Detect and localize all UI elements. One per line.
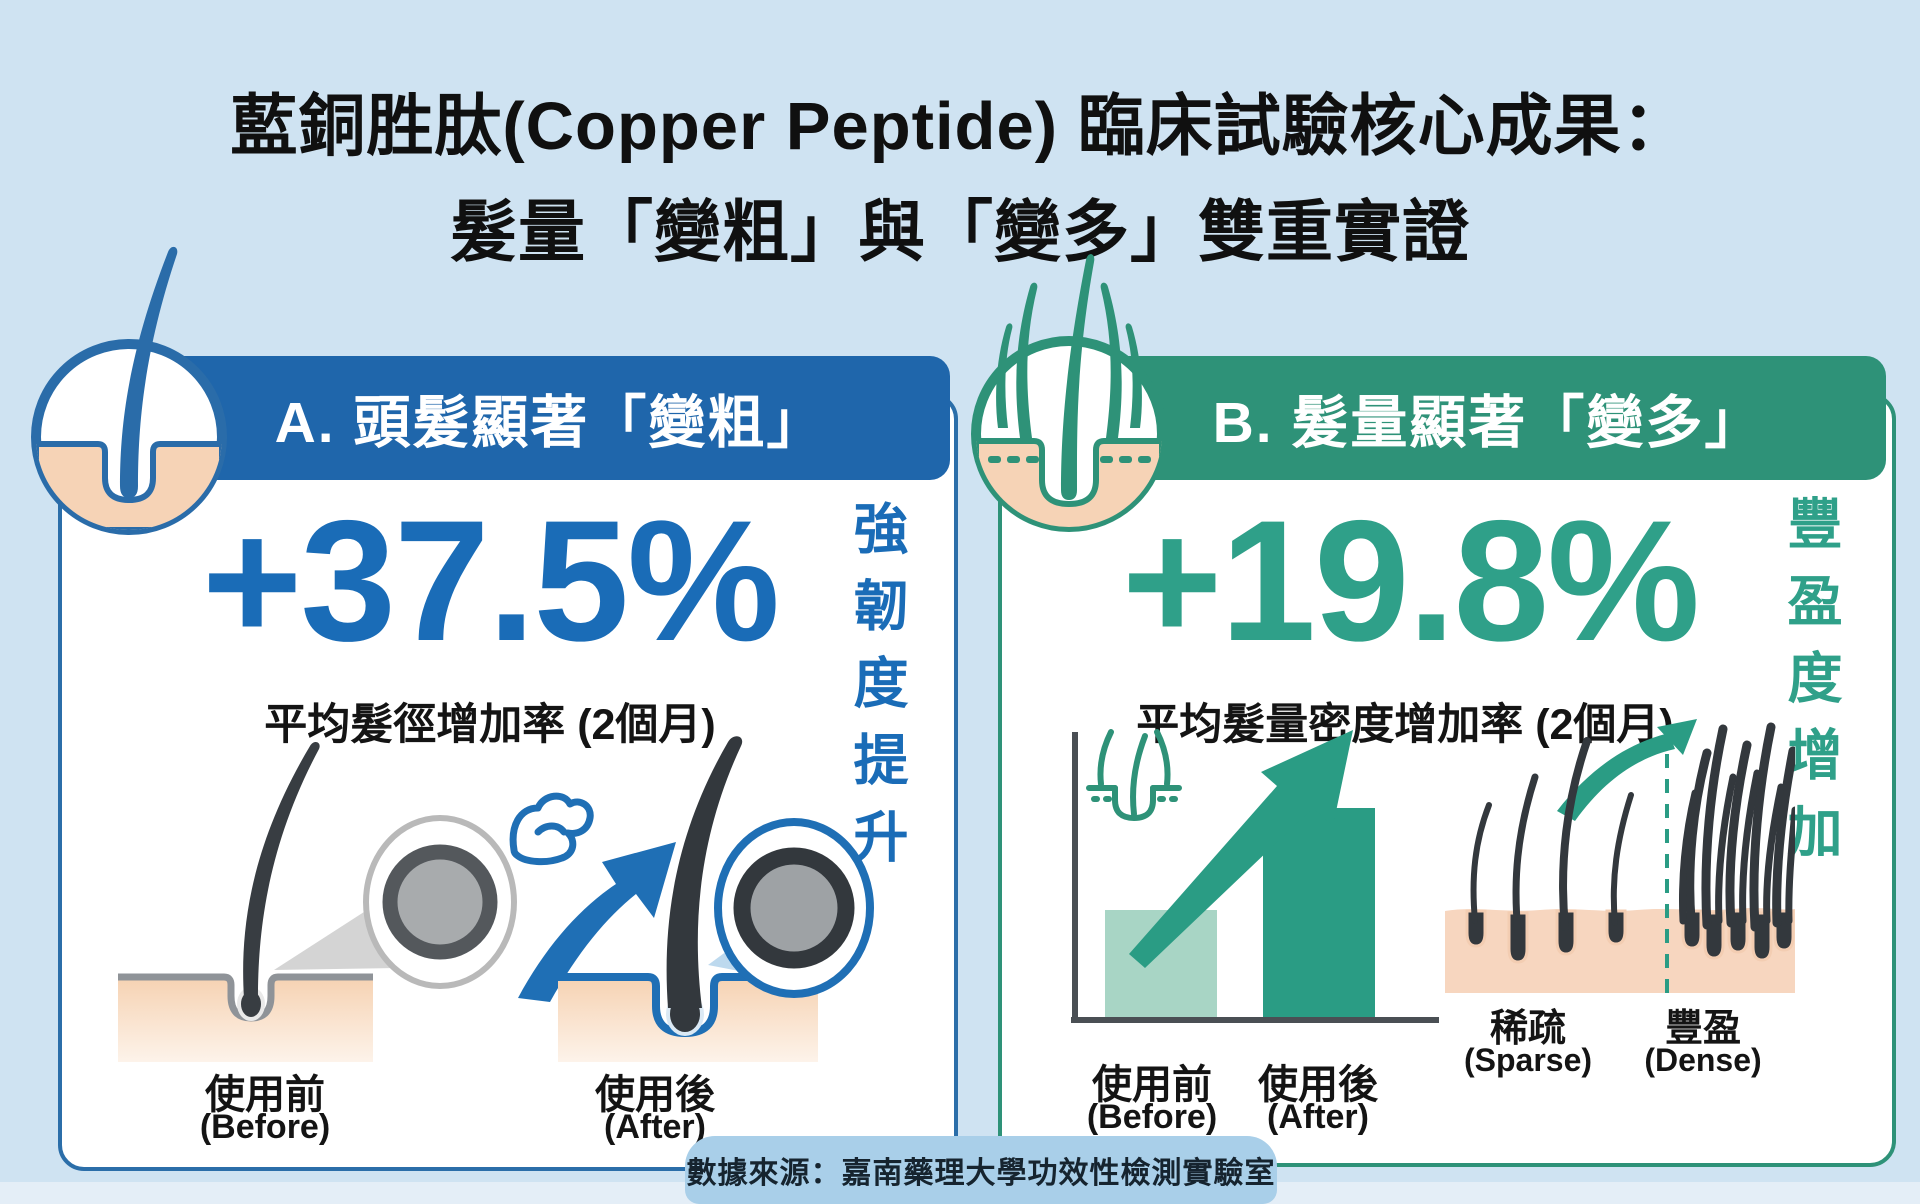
data-source-pill: 數據來源：嘉南藥理大學功效性檢測實驗室 bbox=[685, 1136, 1277, 1204]
sparse-dense-illustration bbox=[1445, 715, 1795, 1015]
panel-a-after-sublabel: (After) bbox=[604, 1108, 706, 1146]
panel-b-bar-after-label: 使用後 bbox=[1258, 1063, 1378, 1107]
panel-b-side-text: 豐盈度增加 bbox=[1779, 495, 1841, 880]
bar-after bbox=[1263, 808, 1375, 1020]
sparse-sublabel: (Sparse) bbox=[1463, 1042, 1593, 1078]
panel-b-card bbox=[998, 393, 1896, 1167]
follicle-circle-icon-a bbox=[22, 230, 237, 545]
panel-b-header: B. 髮量顯著「變多」 bbox=[1090, 356, 1886, 480]
panel-b-header-label: B. 髮量顯著「變多」 bbox=[1212, 391, 1764, 455]
panel-a-before-label: 使用前 bbox=[205, 1073, 325, 1117]
panel-b-bar-before-sublabel: (Before) bbox=[1086, 1098, 1218, 1136]
panel-a-after-label: 使用後 bbox=[595, 1073, 715, 1117]
panel-a-header-label: A. 頭髮顯著「變粗」 bbox=[274, 391, 826, 455]
growth-arrow-icon bbox=[1129, 730, 1353, 968]
panel-a-header: A. 頭髮顯著「變粗」 bbox=[150, 356, 950, 480]
panel-a-metric-label: 平均髮徑增加率 (2個月) bbox=[264, 701, 716, 749]
page-title-line2: 髮量「變粗」與「變多」雙重實證 bbox=[450, 195, 1470, 270]
dense-label: 豐盈 bbox=[1664, 1008, 1741, 1050]
page-title-line1: 藍銅胜肽(Copper Peptide) 臨床試驗核心成果： bbox=[230, 89, 1690, 164]
curved-arrow-icon bbox=[1557, 733, 1675, 821]
data-source-text: 數據來源：嘉南藥理大學功效性檢測實驗室 bbox=[686, 1157, 1276, 1190]
density-bar-chart bbox=[1045, 722, 1445, 1040]
dense-sublabel: (Dense) bbox=[1644, 1042, 1762, 1078]
hair-thickness-illustration bbox=[88, 730, 878, 1065]
sparse-label: 稀疏 bbox=[1489, 1008, 1566, 1050]
panel-a-metric: +37.5% bbox=[201, 485, 780, 677]
panel-b-metric: +19.8% bbox=[1121, 485, 1700, 677]
panel-b-bar-before-label: 使用前 bbox=[1092, 1063, 1212, 1107]
follicle-circle-icon-b bbox=[962, 242, 1177, 542]
panel-a-side-text: 強韌度提升 bbox=[845, 500, 907, 885]
panel-b-bar-after-sublabel: (After) bbox=[1267, 1098, 1369, 1136]
panel-a-before-sublabel: (Before) bbox=[199, 1108, 331, 1146]
